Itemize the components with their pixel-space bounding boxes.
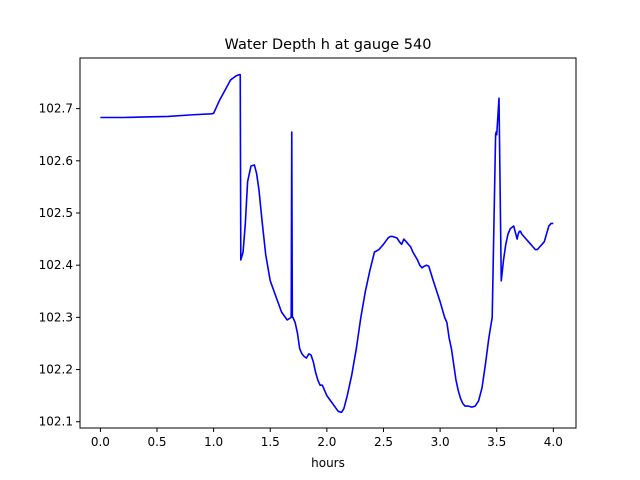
plot-frame xyxy=(79,57,577,429)
x-axis-label: hours xyxy=(311,456,345,470)
x-tick-label: 0.5 xyxy=(147,435,166,449)
x-tick-label: 1.0 xyxy=(204,435,223,449)
y-tick-label: 102.1 xyxy=(39,415,73,429)
x-tick-label: 0.0 xyxy=(91,435,110,449)
x-tick-label: 2.0 xyxy=(317,435,336,449)
x-tick-label: 4.0 xyxy=(544,435,563,449)
y-tick-label: 102.6 xyxy=(39,154,73,168)
x-tick-label: 2.5 xyxy=(374,435,393,449)
x-tick-label: 3.0 xyxy=(431,435,450,449)
y-tick-label: 102.7 xyxy=(39,102,73,116)
y-tick-label: 102.5 xyxy=(39,206,73,220)
x-tick-label: 3.5 xyxy=(487,435,506,449)
y-axis: 102.1 102.2 102.3 102.4 102.5 102.6 102.7 xyxy=(39,102,80,429)
chart-title: Water Depth h at gauge 540 xyxy=(225,37,432,53)
y-tick-label: 102.2 xyxy=(39,363,73,377)
series-layer xyxy=(100,73,554,414)
y-tick-label: 102.4 xyxy=(39,258,73,272)
x-axis: 0.0 0.5 1.0 1.5 2.0 2.5 3.0 3.5 4.0 xyxy=(91,428,563,449)
series-line-0 xyxy=(100,73,554,414)
x-tick-label: 1.5 xyxy=(261,435,280,449)
y-tick-label: 102.3 xyxy=(39,310,73,324)
